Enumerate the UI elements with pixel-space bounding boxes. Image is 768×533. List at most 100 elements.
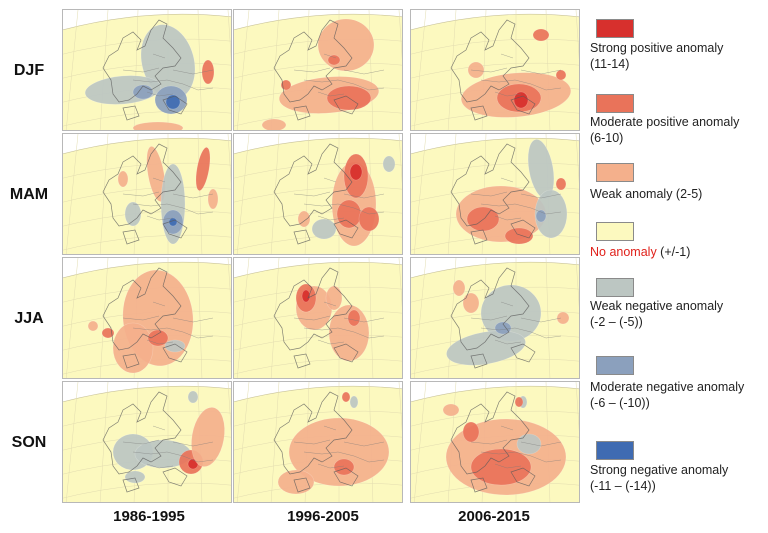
graticule-line	[411, 38, 579, 55]
anomaly-patch-weak-positive	[556, 311, 570, 325]
graticule-line	[270, 382, 280, 502]
legend-label-line2: (-2 – (-5))	[590, 315, 643, 329]
graticule-line	[65, 258, 79, 378]
legend-label-weak-negative: Weak negative anomaly (-2 – (-5))	[590, 298, 723, 330]
map-panel-jja-1996-2005	[233, 257, 403, 379]
anomaly-map-mam-1986-1995	[63, 134, 231, 254]
anomaly-map-son-1986-1995	[63, 382, 231, 502]
graticule-line	[447, 258, 457, 378]
coastline-outline	[450, 391, 536, 493]
country-borders	[470, 301, 562, 345]
anomaly-patch-weak-negative	[124, 201, 142, 227]
graticule-line	[236, 258, 250, 378]
graticule-line	[411, 286, 579, 303]
graticule-line	[447, 134, 457, 254]
graticule-line	[227, 258, 231, 308]
map-panel-son-1986-1995	[62, 381, 232, 503]
graticule-line	[234, 62, 402, 79]
legend-swatch-strong-negative	[596, 441, 634, 460]
coastline-outline	[273, 391, 359, 493]
legend-label-weak-positive: Weak anomaly (2-5)	[590, 186, 702, 202]
column-label-1986-1995: 1986-1995	[113, 508, 185, 525]
anomaly-patch-moderate-negative	[494, 321, 512, 335]
graticule-line	[236, 134, 250, 254]
legend-label-moderate-negative: Moderate negative anomaly (-6 – (-10))	[590, 379, 744, 411]
map-panel-son-2006-2015	[410, 381, 580, 503]
anomaly-patch-strong-positive	[349, 163, 363, 181]
anomaly-patch-weak-negative	[349, 395, 359, 409]
anomaly-patch-moderate-positive	[470, 448, 532, 486]
row-label-jja: JJA	[14, 310, 44, 327]
coastline-outline	[450, 19, 536, 121]
graticule-line	[99, 382, 109, 502]
graticule-line	[304, 134, 310, 254]
graticule-line	[368, 10, 374, 130]
anomaly-map-jja-2006-2015	[411, 258, 579, 378]
anomaly-map-djf-2006-2015	[411, 10, 579, 130]
anomaly-patch-moderate-positive	[327, 54, 341, 66]
anomaly-patch-weak-positive	[191, 407, 225, 467]
anomaly-patch-weak-positive	[467, 61, 485, 79]
coastline-outline	[102, 143, 188, 245]
graticule-line	[65, 134, 79, 254]
graticule-line	[270, 258, 280, 378]
legend-label-line1: Strong positive anomaly	[590, 41, 724, 55]
anomaly-patch-moderate-positive	[347, 309, 361, 327]
graticule-line	[575, 10, 579, 60]
anomaly-map-jja-1986-1995	[63, 258, 231, 378]
graticule-line	[65, 382, 79, 502]
graticule-line	[63, 234, 231, 251]
anomaly-patch-strong-negative	[168, 217, 178, 227]
graticule-line	[575, 258, 579, 308]
anomaly-patch-moderate-positive	[280, 79, 292, 91]
anomaly-patch-moderate-positive	[555, 69, 567, 81]
anomaly-patch-moderate-positive	[341, 391, 351, 403]
graticule-line	[413, 382, 427, 502]
legend-label-no-anomaly-range: (+/-1)	[656, 245, 691, 259]
anomaly-patch-weak-negative	[124, 470, 146, 484]
legend-swatch-moderate-negative	[596, 356, 634, 375]
anomaly-patch-weak-negative	[164, 339, 186, 353]
map-panel-jja-1986-1995	[62, 257, 232, 379]
legend-swatch-strong-positive	[596, 19, 634, 38]
column-label-2006-2015: 2006-2015	[458, 508, 530, 525]
graticule-line	[197, 134, 203, 254]
graticule-line	[234, 410, 402, 427]
anomaly-patch-moderate-negative	[132, 84, 154, 100]
map-panel-jja-2006-2015	[410, 257, 580, 379]
anomaly-patch-weak-positive	[132, 121, 184, 130]
anomaly-patch-weak-positive	[288, 417, 390, 487]
anomaly-patch-weak-positive	[462, 292, 480, 314]
legend-label-line1: Moderate positive anomaly	[590, 115, 740, 129]
anomaly-patch-weak-positive	[207, 188, 219, 210]
graticule-line	[63, 110, 231, 127]
anomaly-patch-weak-positive	[261, 118, 287, 130]
graticule-line	[234, 482, 402, 499]
anomaly-map-son-1996-2005	[234, 382, 402, 502]
graticule-line	[575, 382, 579, 432]
row-label-mam: MAM	[9, 186, 49, 203]
graticule-line	[227, 382, 231, 432]
graticule-line	[99, 258, 109, 378]
graticule-line	[65, 10, 79, 130]
country-borders	[470, 177, 562, 221]
graticule-line	[575, 134, 579, 184]
graticule-line	[99, 10, 109, 130]
graticule-line	[398, 258, 402, 308]
graticule-line	[447, 10, 457, 130]
anomaly-map-son-2006-2015	[411, 382, 579, 502]
anomaly-map-jja-1996-2005	[234, 258, 402, 378]
column-label-1996-2005: 1996-2005	[287, 508, 359, 525]
anomaly-patch-moderate-positive	[358, 206, 380, 232]
anomaly-map-djf-1996-2005	[234, 10, 402, 130]
graticule-line	[227, 10, 231, 60]
graticule-line	[368, 258, 374, 378]
legend-label-line2: (11-14)	[590, 57, 630, 71]
anomaly-patch-weak-positive	[325, 285, 343, 311]
graticule-line	[234, 186, 402, 203]
anomaly-patch-weak-negative	[516, 433, 542, 455]
anomaly-patch-weak-negative	[311, 218, 337, 240]
anomaly-patch-strong-positive	[301, 289, 311, 303]
coastline-outline	[450, 143, 536, 245]
legend-label-line2: (-6 – (-10))	[590, 396, 650, 410]
